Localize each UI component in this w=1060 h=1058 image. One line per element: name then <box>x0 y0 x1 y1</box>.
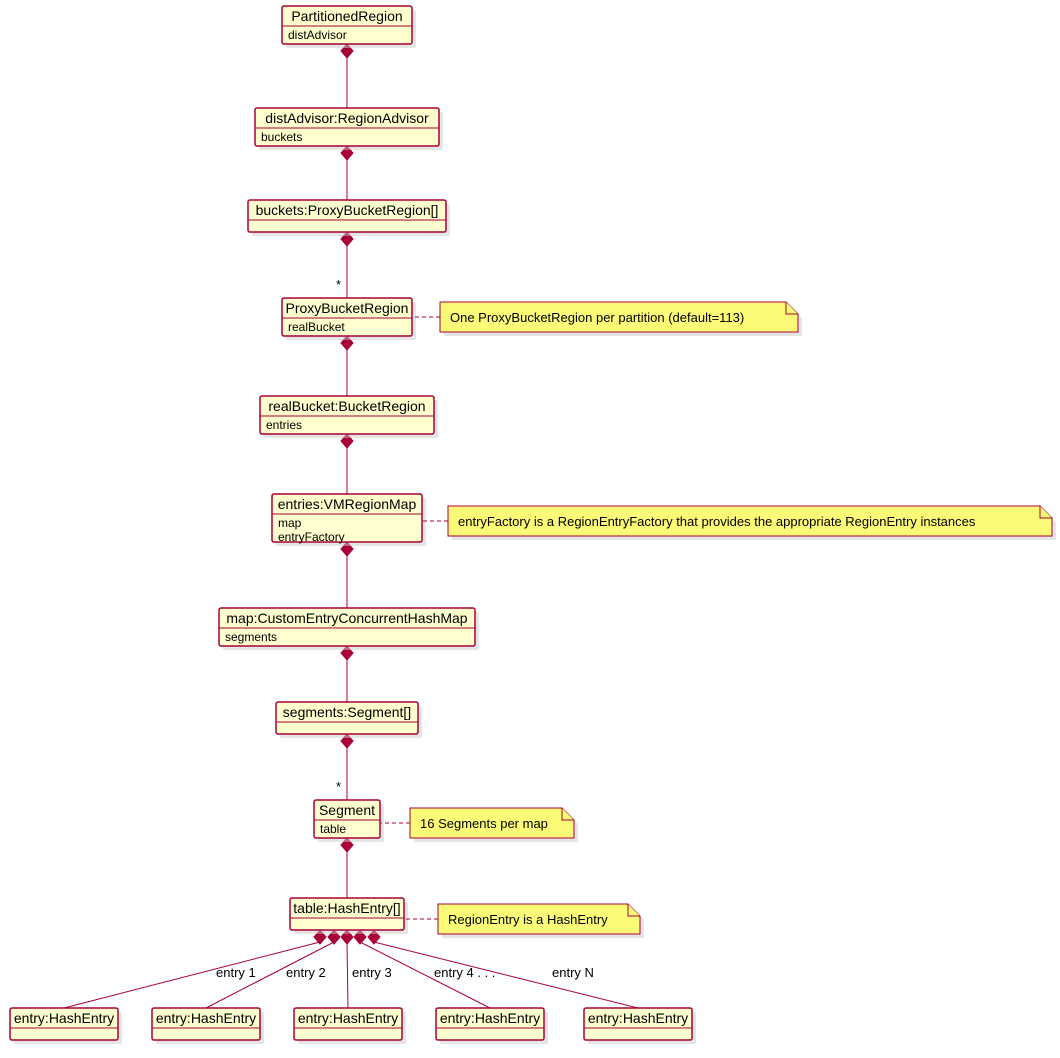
class-attribute: map <box>278 516 302 530</box>
composition-edge <box>347 942 348 1008</box>
class-attribute: entries <box>266 418 302 432</box>
note-text: RegionEntry is a HashEntry <box>448 912 608 927</box>
class-title: entry:HashEntry <box>156 1010 256 1026</box>
class-title: entries:VMRegionMap <box>278 496 417 512</box>
class-title: Segment <box>319 802 375 818</box>
composition-edge <box>64 942 320 1008</box>
class-title: entry:HashEntry <box>298 1010 398 1026</box>
note-text: One ProxyBucketRegion per partition (def… <box>450 310 744 325</box>
class-attribute: realBucket <box>288 320 345 334</box>
class-title: buckets:ProxyBucketRegion[] <box>256 202 439 218</box>
edge-label: entry 3 <box>352 965 392 980</box>
class-title: realBucket:BucketRegion <box>268 398 425 414</box>
composition-edge <box>374 942 638 1008</box>
edge-label: entry 1 <box>216 965 256 980</box>
class-title: entry:HashEntry <box>440 1010 540 1026</box>
class-title: entry:HashEntry <box>588 1010 688 1026</box>
class-title: PartitionedRegion <box>291 8 402 24</box>
class-attribute: table <box>320 822 346 836</box>
class-attribute: buckets <box>261 130 302 144</box>
note-text: 16 Segments per map <box>420 816 548 831</box>
edge-label: entry N <box>552 965 594 980</box>
class-attribute: entryFactory <box>278 530 345 544</box>
class-title: segments:Segment[] <box>283 704 411 720</box>
class-title: table:HashEntry[] <box>293 900 400 916</box>
edge-label: entry 4 . . . <box>434 965 495 980</box>
edge-label: * <box>336 277 341 292</box>
class-title: ProxyBucketRegion <box>286 300 409 316</box>
class-title: map:CustomEntryConcurrentHashMap <box>226 610 467 626</box>
edge-label: * <box>336 779 341 794</box>
edge-label: entry 2 <box>286 965 326 980</box>
note-text: entryFactory is a RegionEntryFactory tha… <box>458 514 976 529</box>
class-attribute: distAdvisor <box>288 28 347 42</box>
class-attribute: segments <box>225 630 277 644</box>
class-title: distAdvisor:RegionAdvisor <box>265 110 429 126</box>
class-title: entry:HashEntry <box>14 1010 114 1026</box>
uml-diagram: * * entry 1 entry 2 entry 3 entry 4 . . . entr… <box>0 0 1060 1058</box>
